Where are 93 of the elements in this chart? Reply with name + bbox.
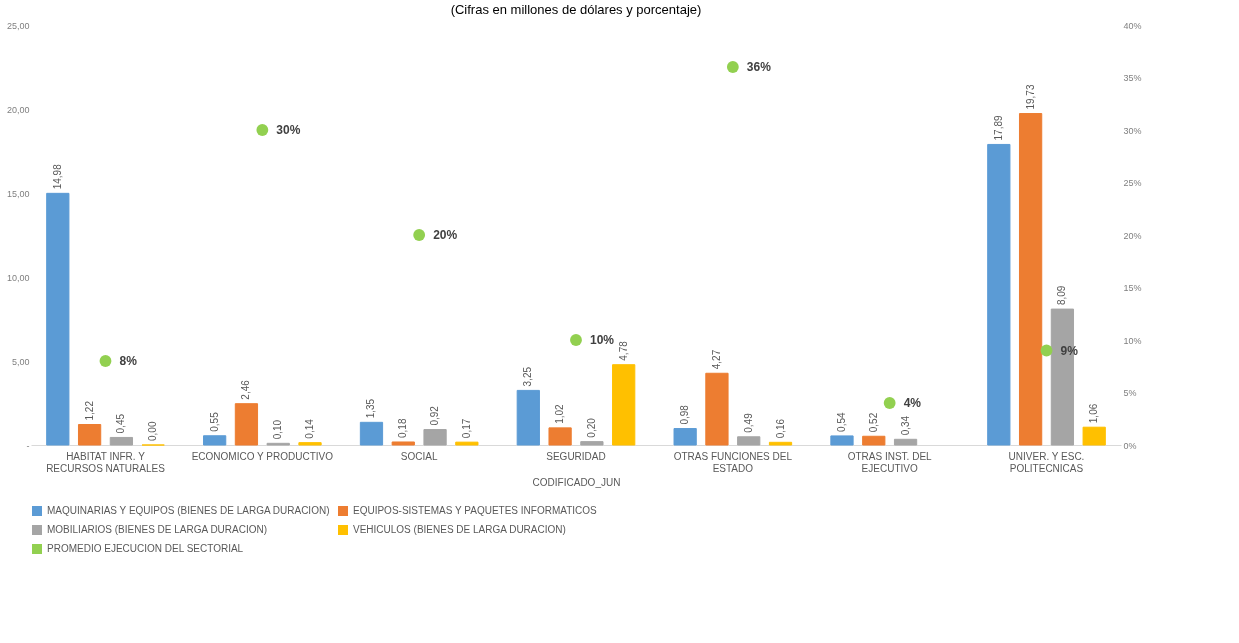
data-label: 4,27	[710, 349, 722, 370]
data-label: 20%	[433, 228, 458, 242]
y2-tick-label: 10%	[1123, 335, 1142, 346]
x-tick-label: OTRAS FUNCIONES DEL ESTADO	[673, 450, 793, 474]
x-axis-title: CODIFICADO_JUN	[532, 476, 621, 488]
legend-label: VEHICULOS (BIENES DE LARGA DURACION)	[353, 524, 566, 535]
data-label: 1,35	[365, 398, 377, 419]
y2-tick-label: 0%	[1123, 440, 1137, 451]
bar	[580, 441, 604, 446]
y-tick-label: 10,00	[6, 272, 30, 283]
data-label: 0,16	[774, 418, 786, 439]
data-label: 30%	[276, 123, 301, 137]
data-label: 1,06	[1088, 403, 1100, 424]
bar	[46, 192, 70, 446]
bar	[862, 435, 886, 446]
bar	[830, 435, 854, 446]
bar	[768, 441, 793, 446]
data-label: 0,34	[899, 415, 911, 436]
data-label: 4,78	[617, 340, 629, 361]
y-tick-label: -	[26, 440, 30, 451]
bar	[548, 427, 572, 446]
y-tick-label: 20,00	[6, 104, 30, 115]
y-tick-label: 15,00	[6, 188, 30, 199]
y2-tick-label: 20%	[1123, 230, 1142, 241]
data-label: 17,89	[992, 114, 1004, 141]
data-label: 0,17	[460, 418, 472, 439]
data-label: 0,98	[679, 404, 691, 425]
y2-tick-label: 5%	[1123, 388, 1137, 398]
data-label: 0,14	[304, 418, 316, 439]
bar	[737, 436, 761, 446]
x-tick-label: OTRAS INST. DEL EJECUTIVO	[847, 450, 933, 474]
point	[99, 355, 112, 367]
data-label: 8,09	[1056, 285, 1068, 306]
y-tick-label: 25,00	[6, 20, 30, 31]
data-label: 1,22	[83, 400, 95, 421]
point	[570, 334, 582, 346]
data-label: 14,98	[51, 163, 63, 190]
point	[883, 397, 896, 409]
data-label: 19,73	[1024, 84, 1036, 110]
bar	[705, 372, 729, 446]
bar	[109, 436, 134, 446]
legend-label: MAQUINARIAS Y EQUIPOS (BIENES DE LARGA DURACION)	[47, 505, 330, 516]
bar	[203, 435, 227, 446]
y-tick-label: 5,00	[11, 356, 30, 367]
legend-label: MOBILIARIOS (BIENES DE LARGA DURACION)	[47, 524, 268, 535]
data-label: 0,52	[867, 412, 879, 433]
data-label: 0,55	[208, 411, 220, 432]
bar	[987, 143, 1011, 446]
x-tick-label: HABITAT INFR. Y RECURSOS NATURALES	[46, 450, 166, 474]
point	[413, 229, 426, 241]
bar	[1082, 426, 1106, 446]
data-label: 0,10	[272, 419, 284, 440]
y2-tick-label: 15%	[1123, 283, 1142, 293]
bar	[673, 428, 697, 446]
data-label: 0,54	[835, 412, 847, 432]
x-tick-label: UNIVER. Y ESC. POLITECNICAS	[1008, 450, 1085, 474]
data-label: 4%	[903, 396, 922, 410]
data-label: 3,25	[522, 366, 534, 387]
bar	[298, 442, 322, 446]
data-label: 1,02	[554, 403, 566, 424]
point	[1040, 344, 1053, 357]
bar	[893, 438, 918, 446]
data-label: 10%	[590, 333, 615, 347]
chart-title: (Cifras en millones de dólares y porcentaje)	[450, 2, 702, 17]
y2-tick-label: 35%	[1123, 73, 1142, 83]
bar	[234, 403, 259, 446]
data-label: 0,20	[585, 417, 597, 438]
data-label: 0,18	[397, 418, 409, 438]
x-tick-label: SEGURIDAD	[546, 450, 606, 462]
bar	[359, 421, 384, 446]
data-label: 0,49	[742, 412, 754, 433]
data-label: 2,46	[240, 379, 252, 400]
point	[256, 124, 269, 136]
bar	[516, 389, 540, 446]
x-tick-label: SOCIAL	[400, 450, 438, 462]
legend-label: EQUIPOS-SISTEMAS Y PAQUETES INFORMATICOS	[353, 505, 598, 516]
point	[726, 61, 739, 73]
data-label: 0,00	[147, 421, 159, 441]
y2-tick-label: 40%	[1123, 20, 1142, 31]
data-label: 0,45	[115, 413, 127, 434]
data-label: 8%	[119, 354, 138, 368]
bar	[391, 441, 415, 446]
bar	[77, 424, 102, 446]
legend-label: PROMEDIO EJECUCION DEL SECTORIAL	[47, 543, 244, 554]
bar	[612, 364, 636, 446]
bar	[455, 441, 479, 446]
bar	[1018, 113, 1043, 446]
y2-tick-label: 30%	[1123, 125, 1142, 136]
data-label: 36%	[746, 60, 772, 74]
x-tick-label: ECONOMICO Y PRODUCTIVO	[191, 450, 334, 462]
data-label: 0,92	[429, 405, 441, 426]
bar	[423, 429, 447, 446]
y2-tick-label: 25%	[1123, 178, 1142, 188]
